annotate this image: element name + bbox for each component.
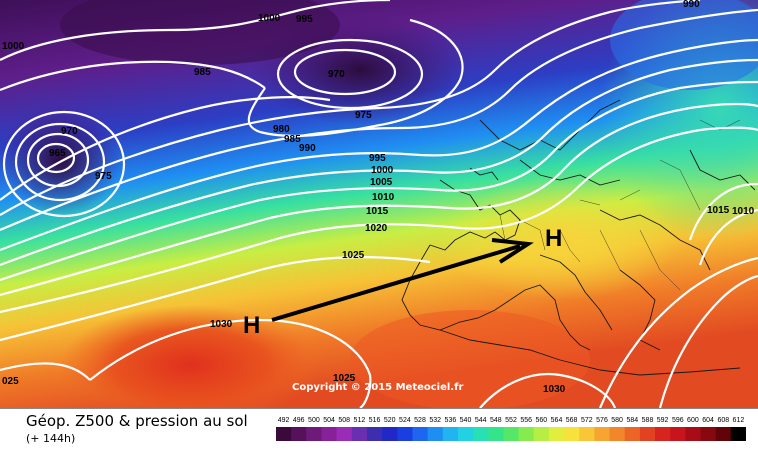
scale-value-label: 580 [611,417,623,424]
scale-color-swatch [427,427,444,441]
isobar-label: 970 [328,69,345,80]
scale-color-swatch [276,427,292,441]
scale-value-label: 532 [429,417,441,424]
isobar-label: 1000 [2,41,25,52]
scale-color-swatch [336,427,353,441]
scale-value-label: 572 [581,417,593,424]
weather-map: 1000 995 990 1000 985 970 970 975 965 97… [0,0,758,408]
chart-title: Géop. Z500 & pression au sol [26,412,248,430]
scale-color-swatch [594,427,611,441]
isobar-label: 1010 [372,192,395,203]
scale-value-label: 552 [505,417,517,424]
scale-value-label: 508 [338,417,350,424]
scale-value-label: 576 [596,417,608,424]
isobar-label: 985 [194,67,211,78]
isobar-label: 1000 [258,13,281,24]
isobar-label: 990 [299,143,316,154]
isobar-label: 970 [61,126,78,137]
scale-color-swatch [639,427,656,441]
isobar-label: 1025 [333,373,356,384]
isobars [0,0,758,408]
scale-value-label: 528 [414,417,426,424]
scale-color-swatch [473,427,489,441]
scale-value-label: 568 [566,417,578,424]
scale-value-label: 592 [657,417,669,424]
isobar-label: 1015 [707,205,730,216]
isobar-label: 1020 [365,223,388,234]
color-scale: 492 496 500 504 508 512 516 520 524 528 532 536 540 5… [276,417,746,441]
scale-value-label: 516 [369,417,381,424]
scale-color-swatch [579,427,595,441]
scale-color-swatch [655,427,671,441]
scale-value-label: 512 [354,417,366,424]
scale-color-swatch [564,427,580,441]
scale-color-swatch [533,427,550,441]
isobar-label: 1015 [366,206,389,217]
scale-color-swatch [670,427,686,441]
scale-value-label: 544 [475,417,487,424]
scale-value-label: 608 [717,417,729,424]
high-pressure-marker: H [243,312,260,339]
isobar-label: 985 [284,134,301,145]
isobar-label: 965 [49,148,66,159]
pressure-labels: 1000 995 990 1000 985 970 970 975 965 97… [2,0,755,395]
scale-value-label: 492 [278,417,290,424]
scale-value-label: 520 [384,417,396,424]
copyright-text: Copyright © 2015 Meteociel.fr [292,382,463,393]
isobar-label: 1000 [371,165,394,176]
scale-value-label: 612 [733,417,745,424]
scale-color-swatch [442,427,459,441]
scale-color-swatch [412,427,429,441]
isobar-label: 980 [273,124,290,135]
scale-color-swatch [397,427,413,441]
scale-color-swatch [291,427,307,441]
scale-value-label: 588 [642,417,654,424]
scale-color-swatch [548,427,565,441]
coastlines [401,99,756,376]
scale-color-swatch [624,427,641,441]
isobar-label: 025 [2,376,19,387]
scale-color-swatch [488,427,504,441]
isobar-label: 975 [95,171,112,182]
scale-value-label: 496 [293,417,305,424]
isobar-label: 990 [683,0,700,10]
isobar-label: 1025 [342,250,365,261]
scale-value-label: 600 [687,417,699,424]
scale-value-label: 560 [535,417,547,424]
scale-color-swatch [306,427,322,441]
scale-value-label: 536 [445,417,457,424]
isobar-label: 975 [355,110,372,121]
scale-color-swatch [367,427,383,441]
isobar-label: 995 [369,153,386,164]
scale-value-label: 504 [323,417,335,424]
scale-color-swatch [457,427,474,441]
scale-color-swatch [351,427,368,441]
scale-color-swatch [503,427,520,441]
scale-color-swatch [700,427,717,441]
scale-value-label: 500 [308,417,320,424]
scale-value-label: 524 [399,417,411,424]
scale-color-swatch [609,427,626,441]
scale-color-swatch [715,427,732,441]
scale-color-swatch [685,427,702,441]
scale-color-swatch [321,427,338,441]
scale-value-label: 584 [626,417,638,424]
forecast-range: (+ 144h) [26,432,76,445]
scale-color-swatch [518,427,535,441]
high-pressure-arrow [271,238,534,322]
scale-color-swatch [730,427,746,441]
scale-color-swatch [382,427,398,441]
scale-value-label: 604 [702,417,714,424]
isobar-label: 1030 [210,319,233,330]
high-pressure-marker: H [545,225,562,252]
scale-value-label: 540 [460,417,472,424]
isobar-label: 1030 [543,384,566,395]
scale-value-label: 548 [490,417,502,424]
scale-value-label: 596 [672,417,684,424]
isobar-label: 995 [296,14,313,25]
scale-value-label: 556 [520,417,532,424]
scale-value-label: 564 [551,417,563,424]
isobar-label: 1010 [732,206,755,217]
isobar-label: 1005 [370,177,393,188]
